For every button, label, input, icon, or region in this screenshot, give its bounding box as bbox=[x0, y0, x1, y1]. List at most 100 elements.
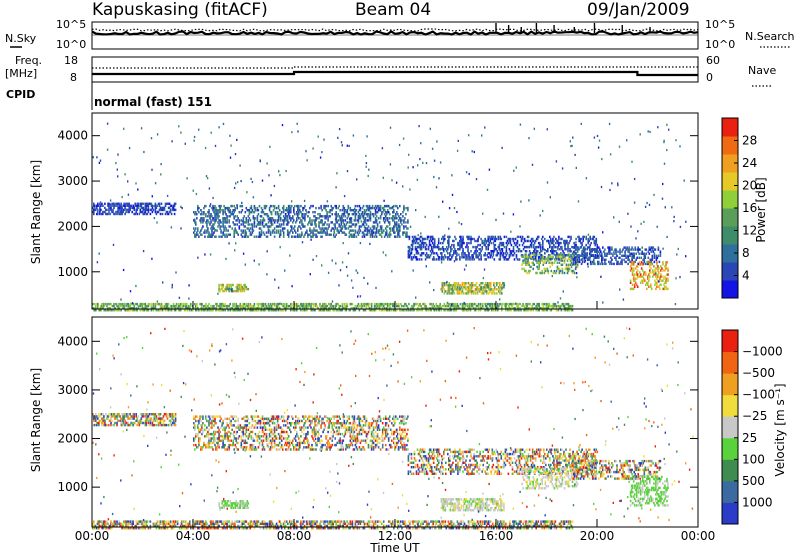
power-echo-cell bbox=[399, 307, 401, 310]
power-echo-cell bbox=[243, 283, 246, 287]
power-echo-cell bbox=[438, 309, 440, 312]
power-echo-cell bbox=[359, 242, 362, 245]
power-echo-cell bbox=[629, 287, 632, 291]
power-echo-cell bbox=[505, 235, 508, 239]
power-echo-cell bbox=[168, 206, 171, 210]
power-echo-cell bbox=[416, 252, 419, 255]
power-echo-cell bbox=[98, 204, 100, 207]
power-echo-cell bbox=[343, 209, 346, 212]
power-echo-cell bbox=[290, 206, 292, 210]
power-echo-cell bbox=[422, 241, 425, 245]
power-echo-cell bbox=[578, 256, 580, 259]
power-echo-cell bbox=[480, 254, 482, 257]
power-echo-cell bbox=[221, 304, 223, 308]
power-echo-cell bbox=[144, 204, 147, 207]
power-echo-cell bbox=[522, 304, 524, 308]
power-echo-cell bbox=[132, 204, 134, 207]
power-echo-cell bbox=[387, 211, 390, 214]
power-echo-cell bbox=[260, 229, 263, 232]
power-echo-cell bbox=[305, 302, 307, 306]
power-echo-cell bbox=[553, 239, 555, 243]
power-echo-cell bbox=[321, 231, 323, 234]
power-echo-cell bbox=[301, 241, 304, 244]
power-echo-cell bbox=[573, 254, 576, 257]
power-echo-cell bbox=[306, 211, 308, 214]
power-echo-cell bbox=[249, 304, 252, 308]
power-echo-cell bbox=[114, 204, 116, 207]
power-echo-cell bbox=[227, 287, 229, 291]
power-echo-cell bbox=[136, 302, 138, 306]
power-echo-cell bbox=[304, 213, 306, 216]
power-echo-cell bbox=[153, 204, 155, 208]
power-echo-cell bbox=[388, 217, 391, 220]
power-echo-cell bbox=[557, 245, 559, 249]
power-echo-cell bbox=[171, 283, 173, 286]
power-echo-cell bbox=[469, 258, 471, 261]
power-echo-cell bbox=[408, 254, 411, 257]
power-echo-cell bbox=[225, 217, 227, 220]
power-echo-cell bbox=[537, 309, 539, 312]
power-echo-cell bbox=[328, 302, 330, 306]
power-echo-cell bbox=[130, 307, 132, 310]
power-echo-cell bbox=[259, 219, 262, 222]
power-echo-cell bbox=[243, 221, 246, 224]
velocity-echo-cell bbox=[154, 419, 157, 422]
power-echo-cell bbox=[224, 304, 226, 308]
power-echo-cell bbox=[140, 127, 143, 130]
velocity-echo-cell bbox=[104, 421, 106, 425]
power-echo-cell bbox=[658, 285, 660, 288]
power-echo-cell bbox=[220, 204, 222, 208]
power-echo-cell bbox=[542, 255, 545, 258]
power-echo-cell bbox=[576, 260, 579, 264]
power-echo-cell bbox=[300, 219, 302, 222]
cpid-text: normal (fast) 151 bbox=[94, 95, 212, 109]
power-echo-cell bbox=[535, 271, 537, 275]
velocity-echo-cell bbox=[130, 415, 132, 418]
power-echo-cell bbox=[639, 273, 642, 276]
power-echo-cell bbox=[627, 258, 629, 261]
power-echo-cell bbox=[98, 252, 100, 255]
power-echo-cell bbox=[306, 302, 308, 306]
power-echo-cell bbox=[297, 204, 299, 208]
power-echo-cell bbox=[484, 284, 487, 287]
power-echo-cell bbox=[570, 145, 572, 148]
power-echo-cell bbox=[489, 284, 492, 287]
power-echo-cell bbox=[554, 302, 557, 306]
power-echo-cell bbox=[633, 252, 635, 255]
power-echo-cell bbox=[638, 263, 641, 266]
power-echo-cell bbox=[506, 239, 509, 243]
power-echo-cell bbox=[403, 309, 405, 312]
power-echo-cell bbox=[500, 248, 503, 251]
power-echo-cell bbox=[194, 229, 196, 232]
power-echo-cell bbox=[219, 204, 221, 208]
power-echo-cell bbox=[545, 257, 548, 260]
power-echo-cell bbox=[484, 282, 487, 285]
power-echo-cell bbox=[460, 239, 462, 243]
power-echo-cell bbox=[167, 202, 170, 205]
power-echo-cell bbox=[567, 307, 570, 310]
power-echo-cell bbox=[223, 304, 225, 308]
power-echo-cell bbox=[351, 213, 354, 216]
power-echo-cell bbox=[352, 213, 355, 216]
power-echo-cell bbox=[180, 227, 182, 230]
power-echo-cell bbox=[360, 213, 363, 216]
power-echo-cell bbox=[253, 309, 256, 312]
power-echo-cell bbox=[641, 252, 643, 255]
power-echo-cell bbox=[240, 233, 243, 236]
power-echo-cell bbox=[194, 233, 196, 236]
power-echo-cell bbox=[446, 290, 449, 293]
power-echo-cell bbox=[251, 229, 254, 232]
power-echo-cell bbox=[450, 250, 452, 253]
power-echo-cell bbox=[245, 287, 248, 291]
power-echo-cell bbox=[304, 309, 306, 312]
power-echo-cell bbox=[237, 307, 239, 310]
power-echo-cell bbox=[413, 302, 415, 306]
power-echo-cell bbox=[566, 239, 568, 243]
power-echo-cell bbox=[331, 213, 333, 216]
power-echo-cell bbox=[148, 302, 151, 306]
power-echo-cell bbox=[277, 204, 280, 208]
power-echo-cell bbox=[244, 263, 246, 266]
power-echo-cell bbox=[515, 241, 518, 245]
power-echo-cell bbox=[461, 307, 464, 310]
power-echo-cell bbox=[449, 302, 452, 306]
